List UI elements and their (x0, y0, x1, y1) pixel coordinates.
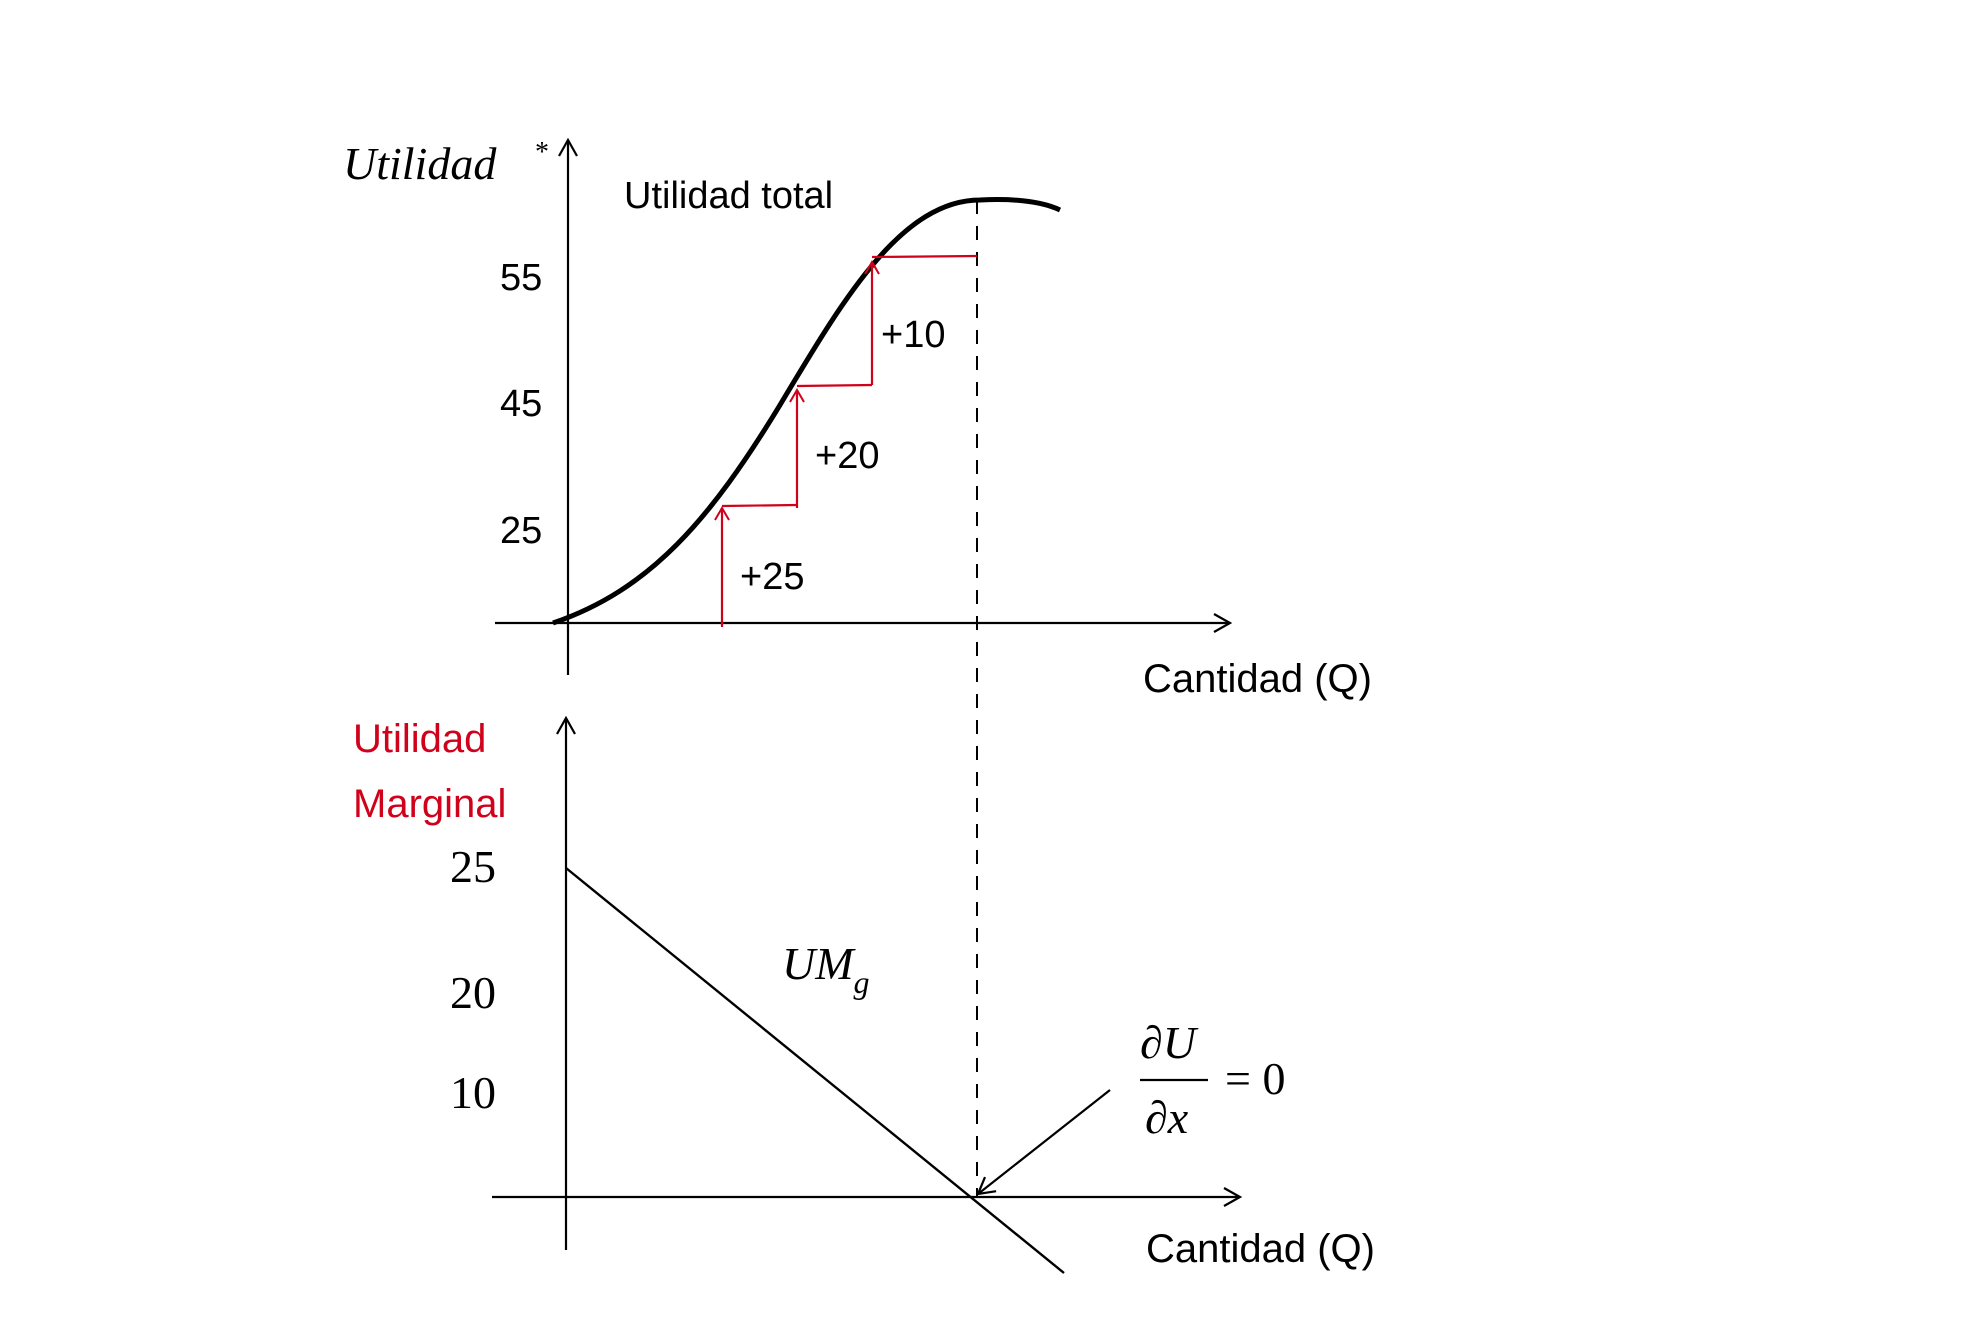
bottom-y-axis-label-line2: Marginal (353, 782, 506, 826)
step-1-tread (721, 503, 798, 508)
increment-label-20: +20 (815, 435, 879, 477)
marginal-utility-label-sub: g (854, 964, 870, 1000)
top-y-tick-45: 45 (500, 383, 542, 425)
bottom-y-axis-label-line1: Utilidad (353, 717, 486, 761)
bottom-y-tick-20: 20 (450, 967, 496, 1018)
top-y-tick-55: 55 (500, 257, 542, 299)
bottom-y-tick-25: 25 (450, 841, 496, 892)
bottom-chart: Utilidad Marginal 25 20 10 UMg ∂U ∂x = 0… (353, 715, 1375, 1274)
marginal-utility-line (565, 867, 1065, 1274)
top-chart: Utilidad * Utilidad total 55 45 25 +25 +… (343, 137, 1372, 1198)
marginal-utility-label-main: UM (782, 938, 856, 989)
marginal-utility-label: UMg (782, 938, 870, 1000)
increment-label-25: +25 (740, 556, 804, 598)
step-2-tread (796, 383, 873, 388)
top-y-tick-25: 25 (500, 510, 542, 552)
increment-label-10: +10 (881, 314, 945, 356)
derivative-denominator: ∂x (1145, 1092, 1189, 1143)
derivative-numerator: ∂U (1140, 1017, 1199, 1068)
top-x-axis-label: Cantidad (Q) (1143, 657, 1372, 701)
derivative-pointer-arrow (976, 1089, 1111, 1196)
top-y-axis-mark: * (535, 137, 549, 168)
top-y-axis-label: Utilidad (343, 138, 497, 189)
bottom-x-axis-label: Cantidad (Q) (1146, 1227, 1375, 1271)
total-utility-label: Utilidad total (624, 175, 833, 217)
derivative-equals-zero: = 0 (1225, 1053, 1285, 1104)
step-3-tread (871, 254, 978, 259)
increment-steps (714, 254, 978, 627)
bottom-y-tick-10: 10 (450, 1067, 496, 1118)
total-utility-curve (552, 197, 1062, 626)
